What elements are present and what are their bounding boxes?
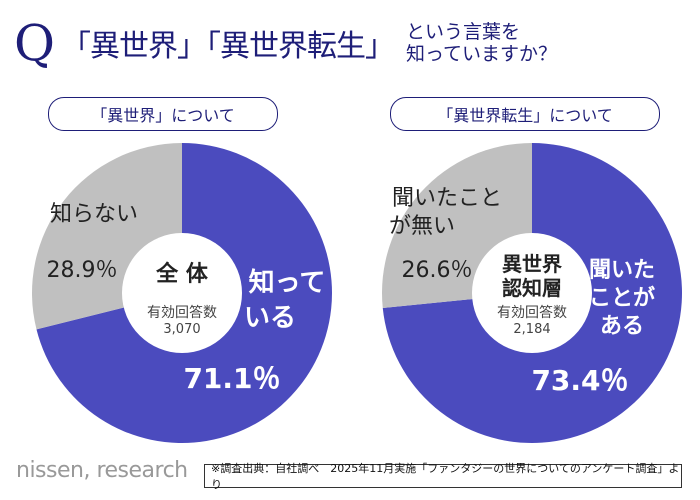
title-main: 「異世界」「異世界転生」 [61, 29, 395, 64]
slice-unknown-label: 知らない [50, 202, 138, 227]
nissen-research-logo: nissen, research [16, 458, 188, 483]
center-label-line2: 認知層 [502, 276, 562, 300]
title-sub: という言葉を 知っていますか？ [406, 21, 557, 65]
slice-known-label-line2: ことが [589, 285, 655, 311]
respondents-label: 有効回答数 [497, 304, 567, 321]
q-mark: Q [14, 14, 55, 72]
slice-known-label-line1: 聞いた [589, 258, 655, 283]
donut-hole [122, 233, 242, 353]
slice-known-value: 73.4％ [531, 364, 628, 397]
center-label: 全 体 [155, 261, 209, 287]
center-label-line1: 異世界 [502, 252, 562, 276]
title-sub-line2: 知っていますか？ [406, 43, 558, 65]
slice-known-label-line1: 知って [249, 268, 326, 298]
slice-known-label-line2: いる [244, 303, 296, 333]
respondents-count: 2,184 [513, 322, 550, 337]
slice-known-label-line3: ある [600, 314, 644, 339]
question-title: Q 「異世界」「異世界転生」 という言葉を 知っていますか？ [14, 14, 557, 72]
slice-unknown-label-line1: 聞いたこと [392, 186, 502, 211]
respondents-label: 有効回答数 [147, 304, 217, 321]
source-note: ※調査出典：自社調べ 2025年11月実施「ファンタジーの世界についてのアンケー… [204, 462, 682, 491]
chart2-header: 「異世界転生」について [390, 97, 660, 131]
chart1-header: 「異世界」について [48, 97, 278, 131]
title-sub-line1: という言葉を [406, 21, 521, 43]
slice-unknown-value: 28.9％ [47, 258, 118, 283]
slice-known-value: 71.1％ [183, 362, 280, 395]
slice-unknown-value: 26.6％ [402, 258, 473, 283]
respondents-count: 3,070 [163, 322, 200, 337]
slice-unknown-label-line2: が無い [389, 214, 455, 239]
donut-hole [472, 233, 592, 353]
